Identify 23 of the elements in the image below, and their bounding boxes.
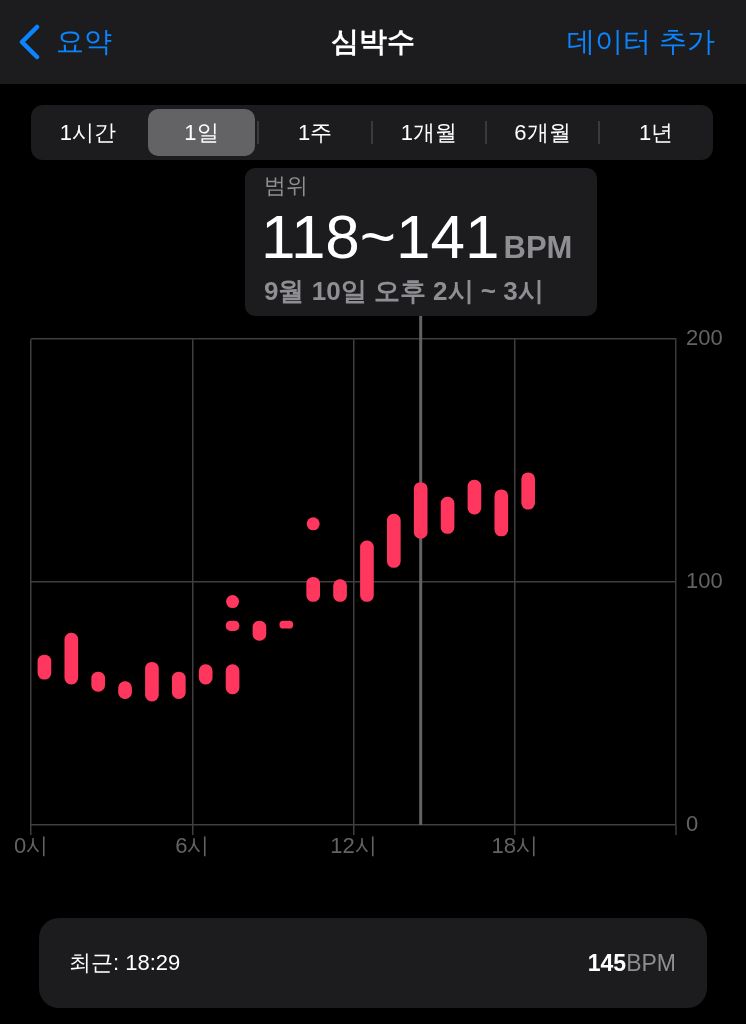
back-button[interactable]: 요약 [17, 22, 112, 62]
bar [64, 632, 79, 685]
y-tick-label: 200 [686, 325, 723, 351]
tab[interactable]: 1주 [261, 109, 369, 156]
x-tick-label: 0시 [13, 833, 49, 859]
bar [386, 513, 401, 568]
tab[interactable]: 1개월 [375, 109, 483, 156]
x-tick-label: 6시 [175, 833, 210, 859]
bar [494, 489, 509, 537]
callout: 범위 118~141 BPM 9월 10일 오후 2시 ~ 3시 [245, 168, 597, 316]
bar [360, 540, 374, 602]
add-data-button[interactable]: 데이터 추가 [567, 22, 715, 62]
bar [413, 482, 428, 539]
tab[interactable]: 1시간 [34, 109, 142, 156]
y-tick-label: 0 [686, 811, 699, 837]
y-tick-label: 100 [686, 568, 723, 594]
card: 최근: 18:29 145BPM [39, 918, 707, 1008]
chart-title: 심박수 [331, 26, 415, 57]
tab[interactable]: 6개월 [488, 109, 597, 156]
tab[interactable]: 1년 [602, 109, 710, 156]
tab[interactable]: 1일 [147, 109, 256, 156]
x-tick-label: 18시 [491, 833, 538, 859]
x-tick-label: 12시 [330, 833, 377, 859]
